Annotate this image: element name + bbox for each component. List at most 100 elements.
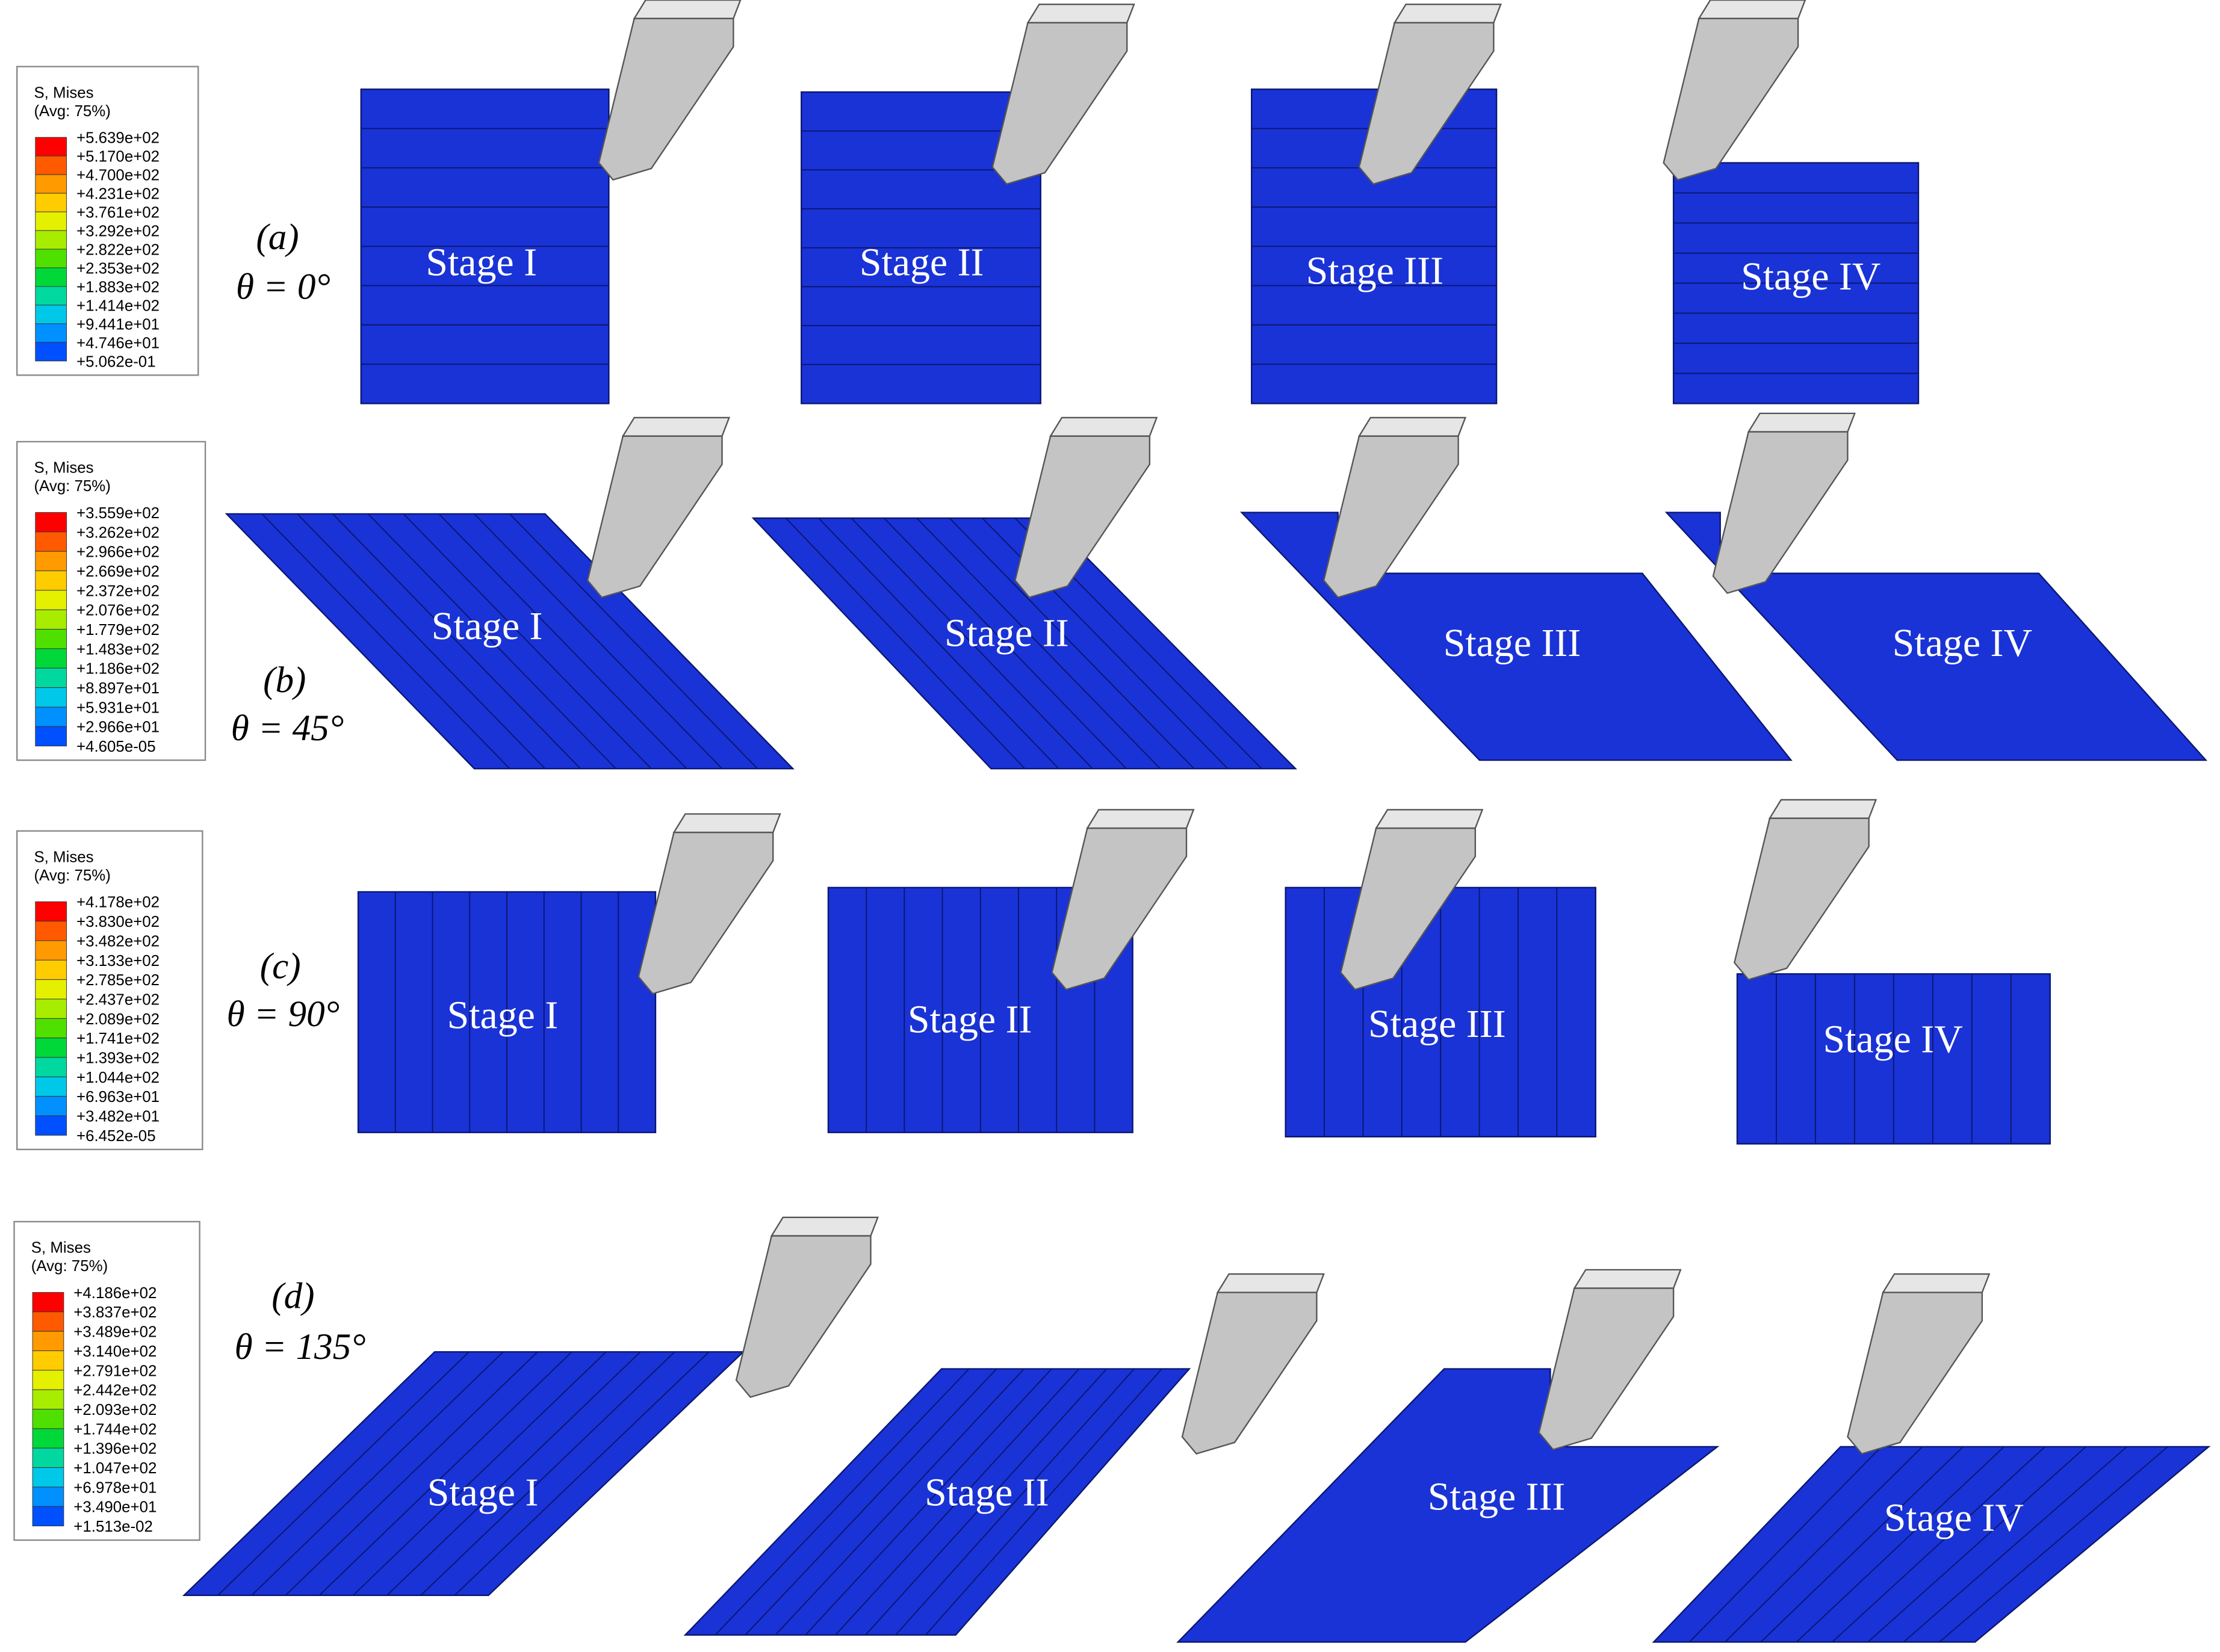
layer-line [745, 1368, 997, 1636]
tool-top [1049, 416, 1158, 437]
tool-top [1393, 3, 1502, 23]
legend-swatch [35, 174, 67, 194]
layer-line [285, 1351, 538, 1596]
legend-value: +6.978e+01 [73, 1479, 157, 1496]
legend-value: +2.785e+02 [76, 972, 160, 989]
stage-label: Stage III [1368, 1002, 1506, 1046]
tool [1663, 17, 1799, 181]
workpiece [1176, 1368, 1720, 1643]
legend-value: +2.822e+02 [76, 241, 160, 258]
layer-line [353, 1351, 607, 1596]
tool [1847, 1292, 1983, 1455]
angle-label: θ = 45° [231, 708, 344, 749]
layer-line [318, 1351, 572, 1596]
tool [991, 22, 1128, 185]
legend-value: +2.791e+02 [73, 1363, 157, 1379]
stage-label: Stage I [426, 240, 537, 284]
panel-label: (d) [271, 1276, 314, 1316]
layer-line [474, 513, 723, 769]
legend-value: +2.372e+02 [76, 583, 160, 599]
legend-value: +1.186e+02 [76, 661, 160, 678]
legend-value: +3.489e+02 [73, 1324, 157, 1341]
legend-swatch [32, 1389, 64, 1410]
legend-swatch [35, 648, 67, 669]
legend-swatch [35, 342, 67, 362]
stage-label: Stage I [447, 994, 559, 1038]
tool-top [1768, 799, 1877, 819]
layer-line [835, 1368, 1080, 1636]
layer-line [438, 513, 687, 769]
tool-top [1698, 0, 1806, 19]
legend-value: +1.044e+02 [76, 1069, 160, 1086]
legend-swatch [35, 1038, 67, 1058]
legend-swatch [35, 707, 67, 727]
workpiece [1664, 512, 2208, 761]
legend-swatch [35, 667, 67, 688]
legend-swatch [35, 230, 67, 250]
tool-top [1026, 3, 1135, 23]
tool-top [1375, 809, 1484, 829]
legend-swatch [35, 590, 67, 610]
legend-title: S, Mises [31, 1240, 91, 1257]
stage-label: Stage II [908, 998, 1032, 1042]
legend-subtitle: (Avg: 75%) [34, 867, 110, 884]
layer-line [785, 518, 1026, 769]
legend-swatch [32, 1350, 64, 1371]
tool [598, 17, 734, 181]
legend-value: +3.482e+01 [76, 1108, 160, 1125]
legend-swatch [35, 571, 67, 591]
legend-swatch [35, 609, 67, 630]
layer-line [1939, 1446, 2168, 1643]
legend-value: +3.559e+02 [76, 505, 160, 522]
legend-swatch [32, 1409, 64, 1429]
legend-swatch [35, 979, 67, 1000]
legend-value: +2.353e+02 [76, 260, 160, 277]
layer-line [1760, 1446, 1964, 1643]
layer-line [925, 1368, 1162, 1636]
legend-swatch [32, 1486, 64, 1507]
legend-value: +5.170e+02 [76, 149, 160, 166]
legend-value: +1.414e+02 [76, 297, 160, 314]
layer-line [454, 1351, 710, 1596]
legend-swatch [35, 959, 67, 980]
legend-value: +1.393e+02 [76, 1050, 160, 1066]
panel-label: (b) [263, 660, 306, 701]
legend-swatch [35, 267, 67, 287]
tool [1538, 1287, 1675, 1450]
legend-swatch [35, 629, 67, 649]
legend-swatch [32, 1447, 64, 1468]
tool-top [621, 416, 731, 437]
legend-value: +3.837e+02 [73, 1304, 157, 1321]
legend-swatch [35, 1057, 67, 1077]
layer-line [895, 1368, 1135, 1636]
layer-line [509, 513, 758, 769]
tool-top [1086, 809, 1195, 829]
legend-swatch [35, 921, 67, 941]
panel: S, Mises(Avg: 75%)+5.639e+02+5.170e+02+4… [16, 0, 1920, 404]
layer-line [775, 1368, 1025, 1636]
legend-subtitle: (Avg: 75%) [34, 478, 110, 495]
legend-swatch [35, 323, 67, 343]
layer-line [367, 513, 616, 769]
legend-swatch [35, 726, 67, 747]
legend-swatch [35, 249, 67, 268]
panel: S, Mises(Avg: 75%) +3.559e+02 +3.262e+02 +2… [16, 412, 2208, 770]
tool [735, 1235, 872, 1398]
legend-swatch [35, 305, 67, 324]
stage-label: Stage III [1443, 621, 1581, 665]
tool [1181, 1292, 1318, 1455]
tool [586, 435, 723, 598]
legend-value: +4.178e+02 [76, 894, 160, 911]
legend-value: +5.931e+01 [76, 699, 160, 716]
legend-value: +4.746e+01 [76, 335, 160, 351]
legend-swatch [35, 286, 67, 306]
layer-line [715, 1368, 970, 1636]
layer-line [261, 513, 510, 769]
layer-line [332, 513, 581, 769]
panel: S, Mises (Avg: 75%) +4.178e+02 +3.830e+02 +3… [16, 799, 2051, 1151]
legend-value: +3.140e+02 [73, 1343, 157, 1360]
legend-value: +5.062e-01 [76, 353, 156, 370]
legend-value: +4.605e-05 [76, 738, 156, 755]
stage-label: Stage III [1428, 1474, 1566, 1518]
